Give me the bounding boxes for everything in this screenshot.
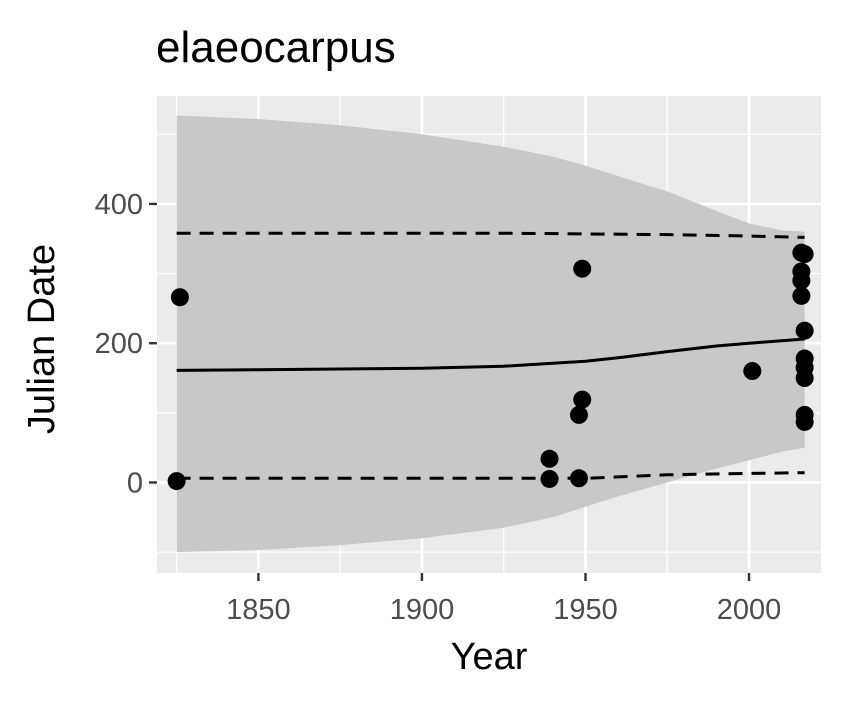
data-point: [795, 412, 814, 431]
data-point: [573, 390, 592, 409]
fit-line: [176, 337, 805, 372]
x-tick-label: 1950: [553, 594, 618, 626]
data-point: [540, 449, 559, 468]
data-point: [573, 259, 592, 278]
data-point: [540, 469, 559, 488]
y-tick-label: 0: [127, 467, 143, 499]
y-tick-label: 200: [95, 328, 143, 360]
x-tick-label: 2000: [717, 594, 782, 626]
y-axis: 0 200 400: [95, 189, 157, 499]
chart-title: elaeocarpus: [156, 23, 396, 72]
x-axis-title: Year: [451, 636, 528, 678]
upper-quantile-line: [176, 231, 805, 239]
data-point: [795, 321, 814, 340]
y-axis-title: Julian Date: [21, 244, 63, 434]
data-points: [167, 243, 814, 491]
data-point: [170, 288, 189, 307]
data-point: [792, 286, 811, 305]
confidence-ribbon: [176, 115, 805, 553]
data-point: [167, 472, 186, 491]
data-point: [792, 262, 811, 281]
x-axis: 1850 1900 1950 2000: [226, 573, 781, 626]
data-point: [795, 369, 814, 388]
data-point: [569, 405, 588, 424]
data-point: [569, 469, 588, 488]
x-tick-label: 1850: [226, 594, 291, 626]
x-tick-label: 1900: [390, 594, 455, 626]
data-point: [743, 362, 762, 381]
y-tick-label: 400: [95, 189, 143, 221]
data-point: [795, 245, 814, 264]
